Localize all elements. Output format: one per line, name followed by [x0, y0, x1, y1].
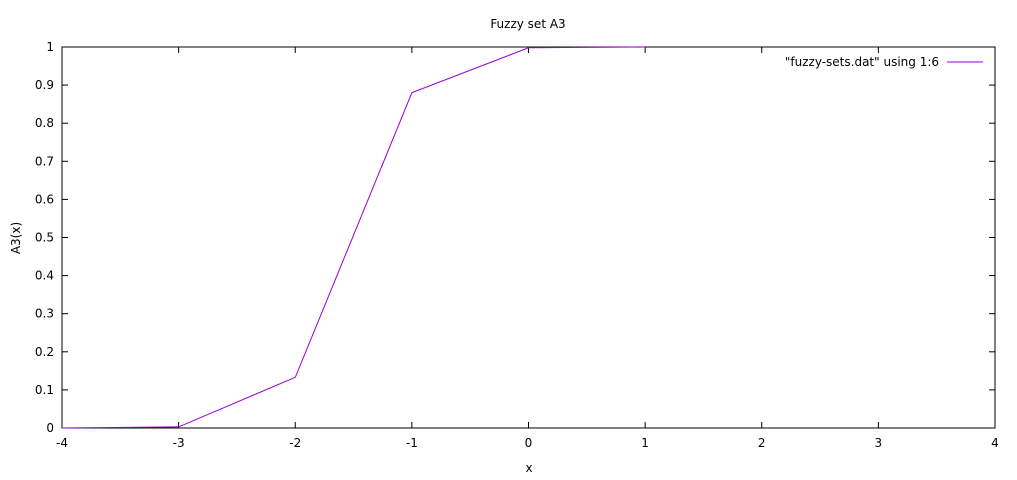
x-tick-label: -3 — [173, 436, 185, 450]
x-axis-label: x — [525, 461, 532, 475]
y-tick-label: 0.5 — [35, 231, 54, 245]
x-tick-label: 3 — [875, 436, 883, 450]
y-axis: 0 0.1 0.2 0.3 0.4 0.5 0.6 0.7 0.8 0.9 1 — [35, 40, 995, 435]
y-tick-label: 0.1 — [35, 383, 54, 397]
y-tick-label: 1 — [46, 40, 54, 54]
x-tick-label: 0 — [525, 436, 533, 450]
y-tick-label: 0.4 — [35, 269, 54, 283]
y-tick-label: 0.3 — [35, 307, 54, 321]
plot-border — [61, 46, 996, 429]
series-layer — [61, 46, 646, 429]
y-tick-label: 0.9 — [35, 78, 54, 92]
x-tick-label: -1 — [406, 436, 418, 450]
y-tick-label: 0.6 — [35, 192, 54, 206]
legend: "fuzzy-sets.dat" using 1:6 — [785, 55, 983, 69]
y-tick-label: 0.8 — [35, 116, 54, 130]
y-tick-label: 0.2 — [35, 345, 54, 359]
y-tick-label: 0.7 — [35, 154, 54, 168]
chart-title: Fuzzy set A3 — [490, 17, 565, 31]
legend-label: "fuzzy-sets.dat" using 1:6 — [785, 55, 939, 69]
x-tick-label: 2 — [758, 436, 766, 450]
x-tick-label: -2 — [289, 436, 301, 450]
x-axis: -4 -3 -2 -1 0 1 2 3 4 — [56, 47, 999, 450]
y-tick-label: 0 — [46, 421, 54, 435]
series-line — [61, 46, 646, 429]
x-tick-label: -4 — [56, 436, 68, 450]
x-tick-label: 1 — [641, 436, 649, 450]
y-axis-label: A3(x) — [9, 222, 23, 254]
x-tick-label: 4 — [991, 436, 999, 450]
